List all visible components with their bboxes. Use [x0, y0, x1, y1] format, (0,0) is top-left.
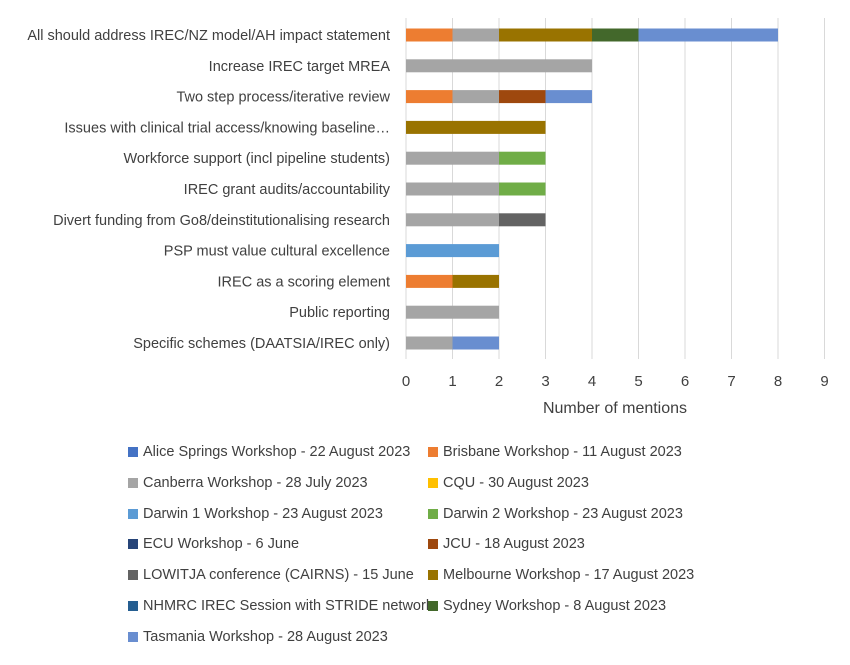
legend-label: Sydney Workshop - 8 August 2023 — [443, 598, 667, 614]
legend-label: CQU - 30 August 2023 — [443, 474, 589, 491]
x-tick-labels: 0 1 2 3 4 5 6 7 8 9 — [402, 373, 829, 390]
category-label: Divert funding from Go8/deinstitutionali… — [53, 213, 390, 229]
bar-segment — [452, 336, 499, 350]
bar-segment — [406, 59, 592, 73]
legend-label: Darwin 1 Workshop - 23 August 2023 — [143, 505, 383, 522]
bar-segment — [406, 305, 499, 319]
x-tick-label: 9 — [820, 373, 828, 390]
legend-label: ECU Workshop - 6 June — [143, 536, 300, 553]
x-axis-title: Number of mentions — [543, 400, 687, 417]
bar-segment — [406, 213, 499, 227]
legend-swatch — [128, 539, 138, 550]
legend-item: LOWITJA conference (CAIRNS) - 15 June — [128, 567, 414, 583]
x-tick-label: 0 — [402, 373, 410, 390]
bar-segment — [406, 182, 499, 196]
legend-swatch — [428, 508, 438, 519]
legend-item: CQU - 30 August 2023 — [428, 475, 589, 491]
bar-segment — [638, 28, 778, 42]
x-tick-label: 6 — [681, 373, 689, 390]
legend-item: Brisbane Workshop - 11 August 2023 — [428, 444, 682, 460]
legend-swatch — [128, 447, 138, 457]
bar-segment — [406, 336, 453, 350]
category-label: IREC grant audits/accountability — [184, 182, 391, 198]
x-tick-label: 5 — [634, 373, 642, 390]
gridlines — [405, 18, 825, 359]
legend-item: JCU - 18 August 2023 — [428, 536, 585, 552]
bar-segment — [499, 90, 546, 104]
category-label: Increase IREC target MREA — [209, 59, 391, 75]
legend-item: ECU Workshop - 6 June — [128, 536, 299, 552]
bar-segment — [406, 28, 453, 42]
legend-label: Canberra Workshop - 28 July 2023 — [143, 474, 368, 491]
legend-swatch — [428, 570, 438, 581]
category-label: Public reporting — [289, 305, 390, 321]
legend-swatch — [128, 508, 138, 519]
category-label: Specific schemes (DAATSIA/IREC only) — [133, 336, 390, 352]
legend-label: NHMRC IREC Session with STRIDE network — [143, 598, 434, 614]
legend-label: Melbourne Workshop - 17 August 2023 — [443, 567, 695, 584]
legend-label: Darwin 2 Workshop - 23 August 2023 — [443, 505, 683, 522]
bar-segment — [499, 151, 546, 165]
legend-swatch — [128, 570, 138, 581]
category-label: All should address IREC/NZ model/AH impa… — [27, 28, 390, 44]
bar-segment — [452, 274, 499, 288]
bar-segment — [406, 274, 453, 288]
legend-swatch — [428, 601, 438, 611]
bar-segment — [499, 213, 546, 227]
legend-label: Brisbane Workshop - 11 August 2023 — [443, 444, 682, 460]
bar-segment — [499, 28, 592, 42]
bar-segment — [406, 244, 499, 258]
legend-swatch — [428, 477, 438, 488]
legend-label: LOWITJA conference (CAIRNS) - 15 June — [143, 567, 414, 584]
category-label: Workforce support (incl pipeline student… — [124, 151, 391, 167]
bar-segment — [406, 120, 546, 134]
legend-swatch — [128, 477, 138, 488]
legend-item: NHMRC IREC Session with STRIDE network — [128, 598, 433, 614]
bars — [406, 28, 778, 350]
legend-swatch — [428, 539, 438, 550]
legend-item: Sydney Workshop - 8 August 2023 — [428, 598, 666, 614]
legend-label: JCU - 18 August 2023 — [443, 536, 585, 553]
bar-segment — [406, 151, 499, 165]
legend-label: Tasmania Workshop - 28 August 2023 — [143, 628, 388, 645]
category-label: PSP must value cultural excellence — [164, 244, 390, 260]
x-tick-label: 4 — [588, 373, 596, 390]
bar-segment — [545, 90, 592, 104]
legend-swatch — [428, 447, 438, 457]
bar-segment — [406, 90, 453, 104]
legend-item: Tasmania Workshop - 28 August 2023 — [128, 629, 388, 645]
bar-segment — [452, 28, 499, 42]
category-labels: All should address IREC/NZ model/AH impa… — [27, 28, 390, 352]
legend-item: Alice Springs Workshop - 22 August 2023 — [128, 444, 410, 460]
x-tick-label: 1 — [448, 373, 456, 390]
category-label: Issues with clinical trial access/knowin… — [64, 120, 390, 136]
category-label: Two step process/iterative review — [176, 90, 390, 106]
bar-segment — [592, 28, 639, 42]
legend-swatch — [128, 631, 138, 642]
bar-segment — [452, 90, 499, 104]
legend-label: Alice Springs Workshop - 22 August 2023 — [143, 444, 411, 460]
legend-item: Darwin 2 Workshop - 23 August 2023 — [428, 506, 683, 522]
legend-swatch — [128, 601, 138, 611]
x-tick-label: 7 — [727, 373, 735, 390]
x-tick-label: 3 — [541, 373, 549, 390]
category-label: IREC as a scoring element — [218, 274, 390, 290]
x-tick-label: 2 — [495, 373, 503, 390]
legend-item: Canberra Workshop - 28 July 2023 — [128, 475, 368, 491]
x-tick-label: 8 — [774, 373, 782, 390]
legend-item: Melbourne Workshop - 17 August 2023 — [428, 567, 694, 583]
legend-item: Darwin 1 Workshop - 23 August 2023 — [128, 506, 383, 522]
bar-segment — [499, 182, 546, 196]
